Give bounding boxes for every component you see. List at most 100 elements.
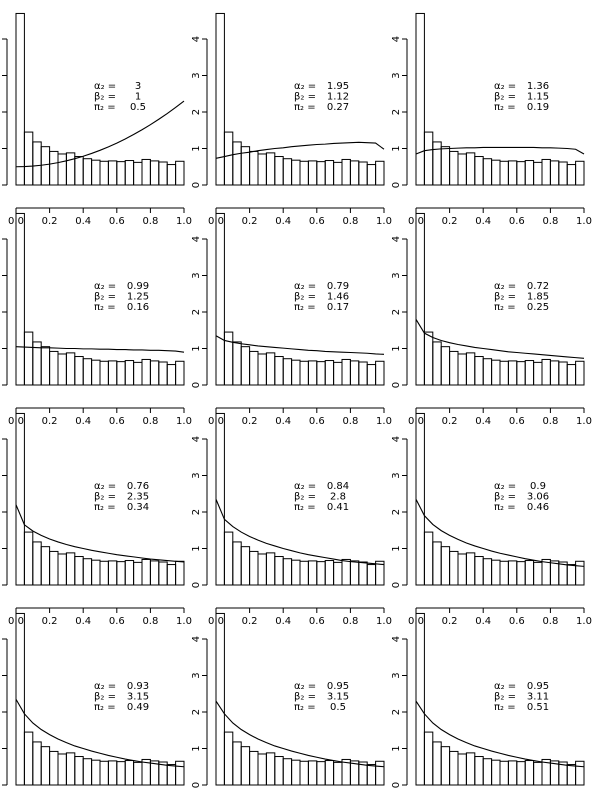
param-value-label: 2.35	[127, 492, 149, 503]
x-tick-label: 0.2	[42, 216, 58, 227]
y-tick-label: 0	[391, 782, 402, 788]
histogram-bar	[124, 360, 135, 386]
histogram-bar	[40, 546, 51, 586]
histogram-bar	[507, 360, 518, 386]
param-name-label: π₂ =	[94, 502, 116, 513]
histogram-bar	[366, 364, 377, 386]
histogram-bar	[299, 560, 309, 586]
param-value-label: 0.93	[127, 681, 149, 692]
param-name-label: π₂ =	[94, 302, 116, 313]
histogram-bar	[566, 764, 577, 786]
histogram-bar	[432, 741, 442, 786]
histogram-bar	[324, 760, 335, 786]
histogram-bar	[223, 531, 234, 586]
histogram-bar	[282, 358, 293, 386]
histogram-bar	[541, 558, 551, 586]
histogram-bar	[465, 352, 476, 386]
param-name-label: β₂ =	[494, 692, 516, 703]
x-tick-label: 0.2	[242, 416, 258, 427]
x-tick-label: 0.4	[475, 416, 491, 427]
param-name-label: β₂ =	[94, 692, 116, 703]
histogram-bar	[499, 760, 509, 786]
histogram-bar	[40, 146, 51, 186]
histogram-bar	[215, 412, 225, 586]
histogram-bar	[149, 360, 160, 386]
y-tick-label: 0	[391, 582, 402, 588]
y-tick-label: 4	[391, 436, 402, 442]
y-tick-label: 3	[191, 272, 202, 278]
param-name-label: α₂ =	[94, 681, 116, 692]
param-name-label: α₂ =	[94, 81, 116, 92]
histogram-bar	[358, 161, 368, 186]
param-name-label: π₂ =	[494, 502, 516, 513]
histogram-bar	[533, 361, 543, 386]
histogram-bar	[49, 750, 59, 786]
histogram-bar	[541, 358, 551, 386]
histogram-bar	[23, 131, 34, 186]
histogram-bar	[524, 560, 535, 586]
histogram-bar	[358, 361, 368, 386]
density-curve	[415, 498, 585, 567]
histogram-bar	[166, 164, 177, 186]
y-tick-label: 3	[391, 72, 402, 78]
x-tick-label: 1.0	[376, 216, 392, 227]
param-name-label: α₂ =	[494, 81, 516, 92]
param-value-label: 0.72	[527, 281, 549, 292]
y-tick-label: 2	[191, 309, 202, 315]
param-name-label: α₂ =	[94, 481, 116, 492]
param-value-label: 1.95	[327, 81, 349, 92]
density-curve	[15, 698, 185, 768]
histogram-bar	[232, 341, 242, 386]
histogram-bar	[133, 761, 143, 786]
histogram-bar	[524, 160, 535, 186]
histogram-bar	[457, 753, 467, 786]
histogram-bar	[282, 758, 293, 786]
histogram-bar	[457, 353, 467, 386]
x-tick-label: 0.2	[242, 216, 258, 227]
histogram-bar	[175, 760, 185, 786]
histogram-bar	[440, 346, 451, 386]
param-value-label: 0.51	[527, 702, 549, 713]
histogram-bar	[240, 346, 251, 386]
histogram-bar	[282, 158, 293, 186]
x-tick-label: 1.0	[576, 616, 592, 627]
x-tick-label: 1.0	[176, 616, 192, 627]
histogram-bar	[282, 558, 293, 586]
y-tick-label: 0	[191, 582, 202, 588]
param-name-label: π₂ =	[494, 702, 516, 713]
histogram-bar	[415, 12, 425, 186]
histogram-bar	[533, 161, 543, 186]
histogram-bar	[116, 561, 126, 586]
histogram-bar	[91, 759, 101, 786]
histogram-bar	[482, 158, 493, 186]
histogram-bar	[440, 746, 451, 786]
histogram-bar	[549, 360, 560, 386]
param-value-label: 0.25	[527, 302, 549, 313]
histogram-bar	[223, 731, 234, 786]
histogram-bar	[65, 352, 76, 386]
histogram-bar	[74, 556, 84, 586]
histogram-bar	[575, 760, 585, 786]
histogram-bar	[265, 152, 276, 186]
x-tick-label: 0.4	[75, 616, 91, 627]
histogram-bar	[116, 761, 126, 786]
histogram-bar	[507, 560, 518, 586]
param-name-label: α₂ =	[494, 281, 516, 292]
param-name-label: π₂ =	[94, 702, 116, 713]
panel-10: α₂ = 0.93 β₂ = 3.15 π₂ = 0.49	[2, 612, 185, 786]
x-tick-label: 0.8	[542, 216, 558, 227]
y-tick-label: 1	[391, 145, 402, 151]
histogram-bar	[15, 12, 25, 186]
histogram-bar	[124, 160, 135, 186]
histogram-bar	[57, 353, 67, 386]
histogram-bar	[375, 160, 385, 186]
density-curve	[15, 100, 185, 168]
histogram-bar	[32, 141, 42, 186]
y-tick-label: 3	[191, 72, 202, 78]
y-tick-label: 0	[391, 182, 402, 188]
param-name-label: α₂ =	[294, 681, 316, 692]
y-tick-label: 4	[391, 636, 402, 642]
param-value-label: 2.8	[330, 492, 346, 503]
histogram-bar	[516, 561, 526, 586]
